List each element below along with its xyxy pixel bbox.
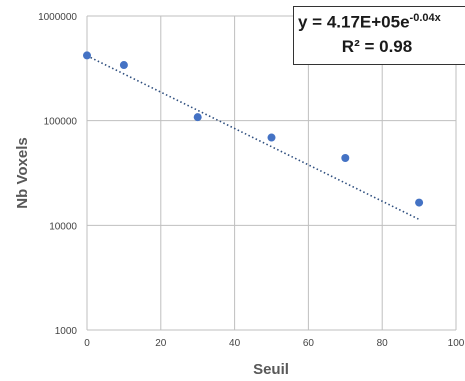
x-tick-label: 40	[229, 338, 241, 349]
x-tick-label: 0	[84, 338, 90, 349]
data-point	[267, 133, 276, 142]
y-axis-ticks: 1000 10000 100000 1000000	[38, 12, 77, 337]
x-tick-label: 20	[155, 338, 167, 349]
data-point	[119, 61, 128, 70]
x-axis-title: Seuil	[253, 361, 289, 378]
equation-line: y = 4.17E+05e-0.04x	[294, 12, 465, 33]
x-tick-label: 80	[377, 338, 389, 349]
data-point	[83, 51, 91, 60]
x-tick-label: 60	[303, 338, 315, 349]
trendline	[86, 55, 420, 221]
y-tick-label: 1000000	[38, 12, 77, 23]
equation-exponent: -0.04x	[409, 12, 441, 24]
data-points	[83, 51, 424, 207]
data-point	[415, 198, 424, 207]
equation-prefix: y = 4.17E+05e	[298, 12, 410, 32]
data-point	[193, 113, 202, 122]
x-axis-ticks: 0 20 40 60 80 100	[84, 338, 465, 349]
data-point	[341, 153, 350, 162]
y-tick-label: 10000	[49, 221, 77, 232]
r-squared-label: R² = 0.98	[341, 36, 413, 56]
y-tick-label: 100000	[44, 117, 78, 128]
y-axis-title: Nb Voxels	[14, 137, 31, 208]
x-tick-label: 100	[448, 338, 465, 349]
trendline-equation-box: y = 4.17E+05e-0.04x R² = 0.98	[293, 6, 465, 65]
y-tick-label: 1000	[55, 326, 78, 337]
